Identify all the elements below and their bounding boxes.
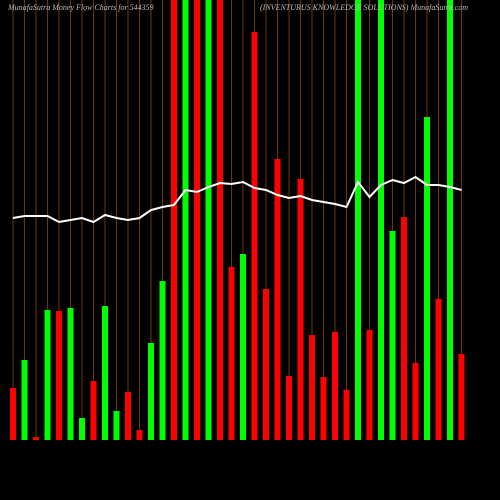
bar [79, 418, 85, 440]
bar [33, 437, 39, 440]
bar [113, 411, 120, 440]
bar [412, 363, 419, 440]
chart-title: MunafaSutra Money Flow Charts for 544359 [7, 3, 154, 12]
bar [205, 0, 212, 440]
bar [56, 311, 62, 440]
bar [251, 32, 258, 440]
bar [67, 308, 74, 440]
bar [332, 332, 338, 440]
bar [125, 392, 131, 440]
bar [171, 0, 177, 440]
bar [309, 335, 315, 440]
bar [424, 117, 430, 440]
price-line [12, 175, 462, 224]
bar [274, 159, 281, 440]
bar [44, 310, 51, 440]
chart-subtitle: (INVENTURUS KNOWLEDGE SOLUTIONS) MunafaS… [260, 3, 468, 12]
bar [320, 377, 327, 440]
bar [21, 360, 28, 440]
bar [148, 343, 154, 440]
bar [447, 0, 453, 440]
bar [136, 430, 143, 440]
bar [435, 299, 442, 440]
bar [389, 231, 396, 440]
bar [10, 388, 16, 440]
bar [378, 0, 384, 440]
bar [240, 254, 246, 440]
bar [159, 281, 166, 440]
bar [401, 217, 407, 440]
bar [366, 330, 373, 440]
bar [217, 0, 223, 440]
bar [90, 381, 97, 440]
bar [194, 0, 200, 440]
bar [182, 0, 189, 440]
bar [458, 354, 465, 440]
bar [102, 306, 108, 440]
bar [286, 376, 292, 440]
bar [228, 267, 235, 440]
bar [297, 179, 304, 440]
bar [343, 390, 350, 440]
bar [355, 0, 361, 440]
bar [263, 289, 269, 440]
